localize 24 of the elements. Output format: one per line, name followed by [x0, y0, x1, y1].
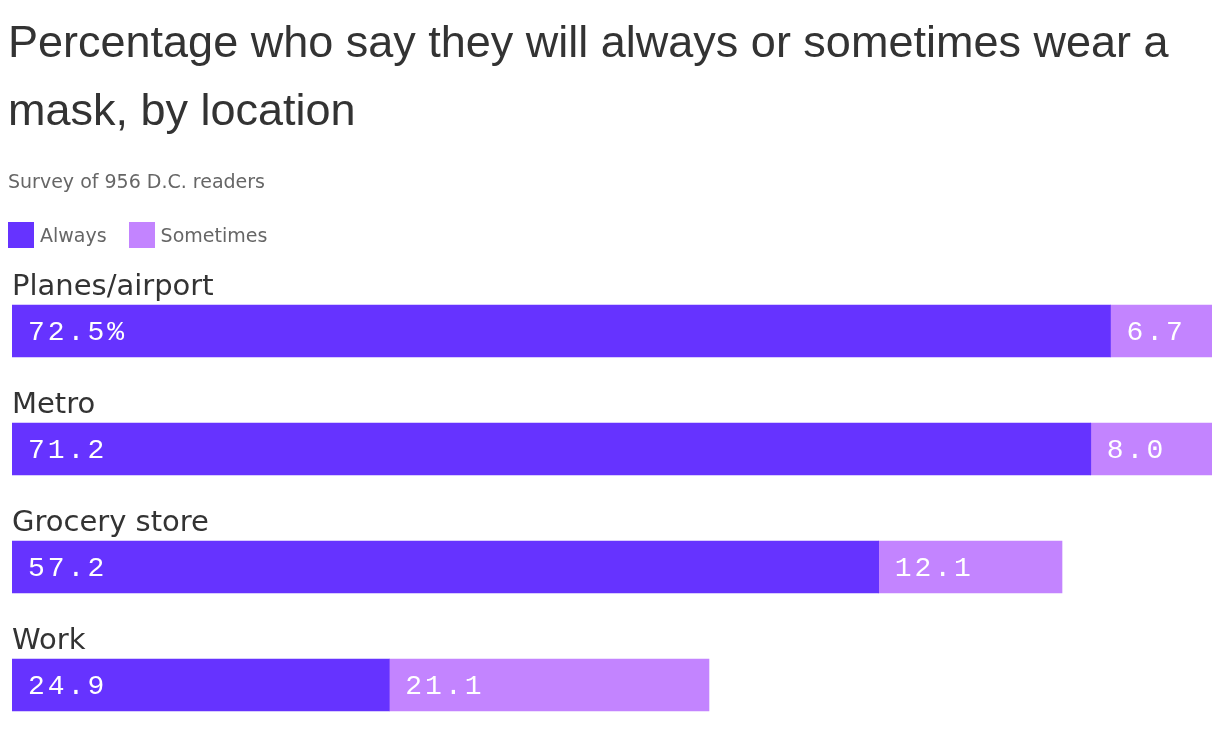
bar: [878, 540, 1063, 594]
y-tick-label: Metro: [12, 386, 96, 420]
bar: [12, 304, 1111, 358]
data-label: 6.7: [1126, 317, 1186, 349]
bar: [12, 658, 390, 712]
data-label: 72.5%: [28, 317, 128, 349]
bar: [12, 422, 1092, 476]
data-label: 24.9: [28, 671, 108, 703]
y-tick-label: Planes/airport: [12, 268, 214, 302]
bar: [12, 540, 879, 594]
chart-title: Percentage who say they will always or sometimes wear a mask, by location: [8, 15, 1170, 137]
data-label: 71.2: [28, 435, 108, 467]
bar: [1110, 304, 1212, 358]
y-tick-label: Work: [12, 622, 86, 656]
legend-label: Always: [40, 224, 107, 246]
legend-label: Sometimes: [160, 224, 268, 246]
data-label: 8.0: [1106, 435, 1167, 467]
data-label: 12.1: [894, 553, 974, 585]
bar: [1090, 422, 1212, 476]
data-label: 57.2: [28, 553, 108, 585]
data-label: 21.1: [405, 671, 485, 703]
bar: [388, 658, 710, 712]
chart-subtitle: Survey of 956 D.C. readers: [8, 170, 266, 192]
y-tick-label: Grocery store: [12, 504, 209, 538]
